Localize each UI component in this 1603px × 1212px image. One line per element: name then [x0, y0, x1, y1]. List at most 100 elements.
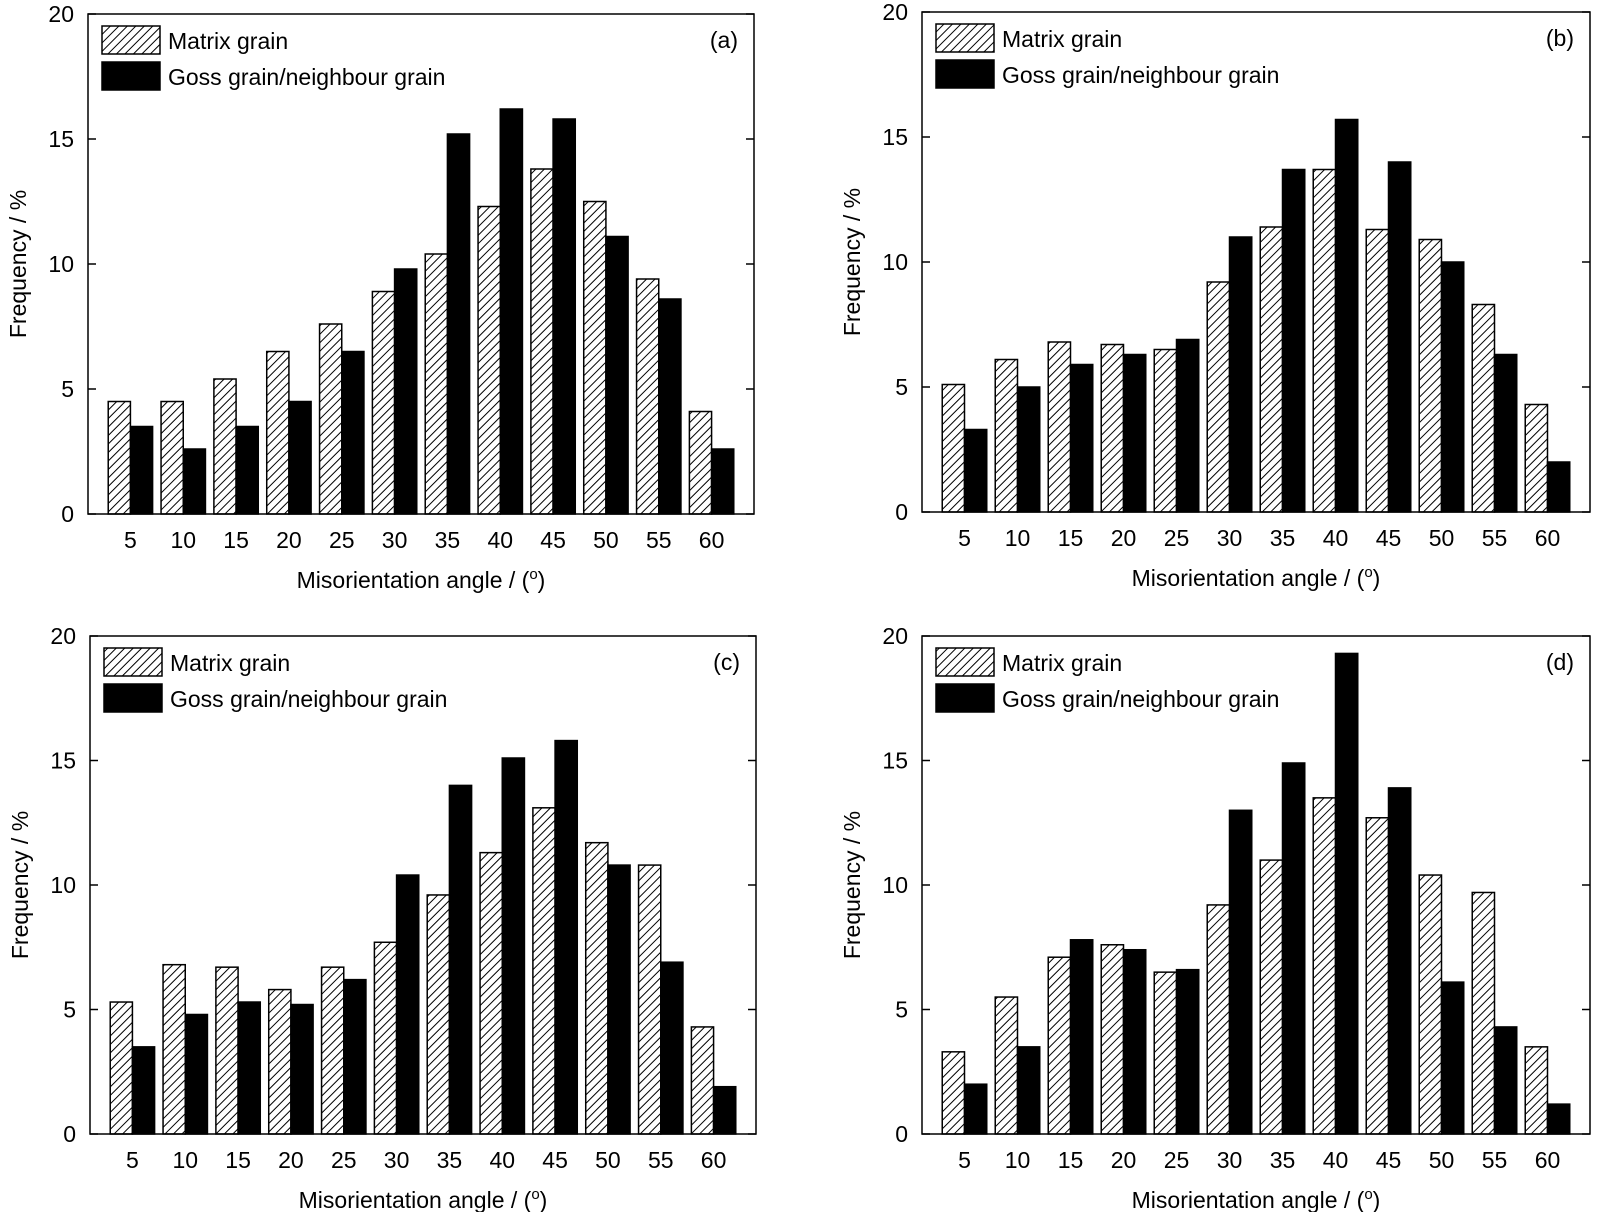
x-axis-title: Misorientation angle / (o): [1132, 1186, 1381, 1212]
bar-goss-15: [1069, 939, 1094, 1135]
bar-matrix-5: [941, 1051, 966, 1135]
bar-matrix-15: [215, 966, 239, 1135]
x-tick-label: 20: [276, 527, 302, 553]
y-tick-label: 0: [63, 1121, 76, 1147]
bar-goss-15: [1069, 363, 1094, 513]
bar-goss-50: [1440, 261, 1465, 513]
bar-goss-20: [1122, 948, 1147, 1135]
bar-goss-55: [660, 961, 684, 1135]
bar-matrix-60: [1524, 403, 1549, 513]
y-tick-label: 0: [895, 499, 908, 525]
x-tick-label: 40: [489, 1147, 515, 1173]
bar-goss-40: [501, 757, 526, 1135]
x-tick-label: 10: [170, 527, 196, 553]
bar-goss-50: [607, 864, 631, 1135]
legend-label-goss: Goss grain/neighbour grain: [1002, 62, 1279, 88]
legend-label-matrix: Matrix grain: [168, 28, 288, 54]
x-tick-label: 40: [487, 527, 513, 553]
x-tick-label: 15: [1058, 1147, 1084, 1173]
bar-matrix-50: [582, 200, 607, 515]
bar-matrix-40: [477, 205, 501, 515]
bar-matrix-25: [1153, 348, 1178, 513]
x-tick-label: 10: [1005, 525, 1031, 551]
bar-matrix-35: [424, 253, 449, 515]
x-tick-label: 40: [1323, 1147, 1349, 1173]
x-tick-label: 35: [435, 527, 461, 553]
y-tick-label: 15: [882, 124, 908, 150]
x-tick-label: 45: [540, 527, 566, 553]
x-tick-label: 50: [1429, 1147, 1455, 1173]
bar-matrix-35: [1259, 226, 1284, 513]
bar-goss-30: [1228, 809, 1253, 1135]
x-tick-label: 30: [382, 527, 408, 553]
x-tick-label: 35: [437, 1147, 463, 1173]
legend-swatch-matrix: [935, 647, 995, 677]
bar-goss-10: [1016, 1046, 1041, 1135]
x-tick-label: 5: [124, 527, 137, 553]
legend-label-matrix: Matrix grain: [170, 650, 290, 676]
legend-label-goss: Goss grain/neighbour grain: [168, 64, 445, 90]
bar-goss-55: [1493, 1026, 1518, 1135]
bar-goss-45: [552, 118, 577, 515]
x-tick-label: 15: [1058, 525, 1084, 551]
x-tick-label: 25: [1164, 1147, 1190, 1173]
legend-swatch-goss: [935, 683, 995, 713]
bar-matrix-60: [690, 1026, 715, 1135]
x-tick-label: 50: [593, 527, 619, 553]
bar-goss-30: [393, 268, 418, 515]
legend-swatch-goss: [103, 683, 163, 713]
bar-matrix-40: [1312, 797, 1337, 1135]
bar-matrix-45: [530, 168, 554, 515]
bar-goss-45: [1387, 161, 1412, 513]
bar-goss-5: [131, 1046, 156, 1135]
bar-matrix-55: [635, 278, 660, 515]
bar-goss-15: [237, 1001, 262, 1135]
bar-goss-60: [712, 1085, 737, 1135]
bar-goss-35: [1281, 168, 1306, 513]
x-axis-title: Misorientation angle / (o): [1132, 564, 1381, 591]
bar-goss-45: [1387, 787, 1412, 1135]
x-tick-label: 10: [1005, 1147, 1031, 1173]
legend-label-matrix: Matrix grain: [1002, 650, 1122, 676]
bar-matrix-15: [1047, 341, 1072, 513]
bar-matrix-60: [688, 410, 713, 515]
y-axis-title: Frequency / %: [839, 811, 865, 959]
bar-goss-25: [341, 350, 365, 515]
y-tick-label: 0: [61, 501, 74, 527]
bar-matrix-15: [1047, 956, 1072, 1135]
x-tick-label: 5: [958, 525, 971, 551]
legend-swatch-matrix: [101, 25, 161, 55]
x-tick-label: 20: [1111, 525, 1137, 551]
y-tick-label: 0: [895, 1121, 908, 1147]
panel-label: (b): [1546, 25, 1574, 51]
bar-matrix-5: [109, 1001, 134, 1135]
bar-matrix-30: [1206, 281, 1231, 513]
bar-matrix-20: [267, 988, 292, 1135]
x-tick-label: 20: [278, 1147, 304, 1173]
y-tick-label: 15: [882, 748, 908, 774]
bar-matrix-10: [160, 400, 184, 515]
x-tick-label: 30: [1217, 525, 1243, 551]
x-tick-label: 20: [1111, 1147, 1137, 1173]
y-tick-label: 15: [48, 126, 74, 152]
legend-label-goss: Goss grain/neighbour grain: [170, 686, 447, 712]
bar-goss-30: [1228, 236, 1253, 513]
legend-label-goss: Goss grain/neighbour grain: [1002, 686, 1279, 712]
bar-goss-60: [1546, 461, 1571, 513]
y-tick-label: 20: [48, 1, 74, 27]
bar-goss-35: [446, 133, 471, 515]
chart-panel-1: 5 10 15 20 25 30 35 40 45 50 55 60 0 5 10 15 20 Frequency…: [5, 1, 755, 593]
x-tick-label: 60: [699, 527, 725, 553]
x-tick-label: 45: [1376, 1147, 1402, 1173]
legend-swatch-goss: [935, 59, 995, 89]
y-tick-label: 10: [50, 872, 76, 898]
x-tick-label: 5: [126, 1147, 139, 1173]
y-axis-title: Frequency / %: [5, 190, 31, 338]
bar-matrix-55: [1471, 891, 1496, 1135]
bar-matrix-35: [426, 894, 451, 1135]
chart-panel-2: 5 10 15 20 25 30 35 40 45 50 55 60 0 5 10 15 20 Frequency…: [839, 0, 1591, 591]
bar-goss-10: [184, 1013, 209, 1135]
bar-goss-50: [1440, 981, 1465, 1135]
bar-goss-30: [395, 874, 420, 1135]
